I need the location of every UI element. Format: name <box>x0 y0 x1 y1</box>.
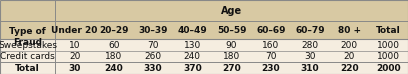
Bar <box>0 62 408 74</box>
Text: 10: 10 <box>69 41 80 50</box>
Text: 80 +: 80 + <box>337 26 361 35</box>
Text: 160: 160 <box>262 41 279 50</box>
Text: 230: 230 <box>262 64 280 73</box>
Text: 40–49: 40–49 <box>177 26 207 35</box>
Text: Total: Total <box>15 64 40 73</box>
Text: 50–59: 50–59 <box>217 26 246 35</box>
Text: 180: 180 <box>105 52 122 61</box>
Text: 1000: 1000 <box>377 41 400 50</box>
Bar <box>0 21 408 39</box>
Text: 200: 200 <box>341 41 358 50</box>
Text: 60–79: 60–79 <box>295 26 325 35</box>
Text: 1000: 1000 <box>377 52 400 61</box>
Text: 370: 370 <box>183 64 202 73</box>
Bar <box>0 39 408 51</box>
Bar <box>0 51 408 62</box>
Text: 20: 20 <box>69 52 80 61</box>
Text: 90: 90 <box>226 41 237 50</box>
Text: 330: 330 <box>144 64 162 73</box>
Text: 70: 70 <box>147 41 159 50</box>
Text: 60–69: 60–69 <box>256 26 286 35</box>
Text: 220: 220 <box>340 64 359 73</box>
Text: 70: 70 <box>265 52 277 61</box>
Text: Credit cards: Credit cards <box>0 52 55 61</box>
Text: 30–39: 30–39 <box>138 26 168 35</box>
Text: 20–29: 20–29 <box>99 26 129 35</box>
Text: 20: 20 <box>344 52 355 61</box>
Text: Total: Total <box>376 26 401 35</box>
Text: 240: 240 <box>184 52 201 61</box>
Bar <box>0 0 408 21</box>
Text: 310: 310 <box>301 64 319 73</box>
Text: 280: 280 <box>302 41 319 50</box>
Text: 240: 240 <box>104 64 123 73</box>
Text: 30: 30 <box>304 52 316 61</box>
Text: 260: 260 <box>144 52 162 61</box>
Text: Age: Age <box>221 6 242 16</box>
Text: 2000: 2000 <box>376 64 401 73</box>
Text: Sweepstakes: Sweepstakes <box>0 41 57 50</box>
Text: 130: 130 <box>184 41 201 50</box>
Text: 60: 60 <box>108 41 120 50</box>
Text: 180: 180 <box>223 52 240 61</box>
Text: 270: 270 <box>222 64 241 73</box>
Text: Under 20: Under 20 <box>51 26 98 35</box>
Bar <box>0 0 55 39</box>
Text: 30: 30 <box>69 64 81 73</box>
Text: Type of
Fraud: Type of Fraud <box>9 27 46 47</box>
